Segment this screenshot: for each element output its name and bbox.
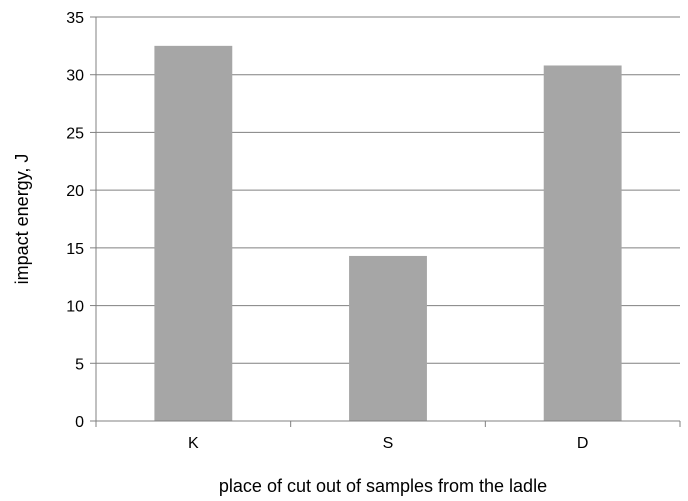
bar-d — [543, 65, 622, 421]
y-tick-label: 10 — [66, 299, 84, 316]
x-tick-label: S — [383, 435, 394, 452]
x-tick-label: D — [577, 435, 589, 452]
y-axis-title: impact energy, J — [12, 154, 32, 285]
y-tick-labels: 0 5 10 15 20 25 30 35 — [66, 10, 84, 431]
axes — [95, 17, 680, 422]
y-tick-label: 5 — [75, 356, 84, 373]
tick-marks — [90, 16, 681, 427]
x-axis-title: place of cut out of samples from the lad… — [219, 476, 547, 496]
y-tick-label: 30 — [66, 68, 84, 85]
y-tick-label: 15 — [66, 241, 84, 258]
y-tick-label: 0 — [75, 414, 84, 431]
y-tick-label: 20 — [66, 183, 84, 200]
x-tick-label: K — [188, 435, 199, 452]
y-tick-label: 35 — [66, 10, 84, 27]
y-tick-label: 25 — [66, 125, 84, 142]
bar-s — [349, 255, 427, 421]
bar-k — [154, 45, 233, 421]
bars — [154, 45, 622, 421]
